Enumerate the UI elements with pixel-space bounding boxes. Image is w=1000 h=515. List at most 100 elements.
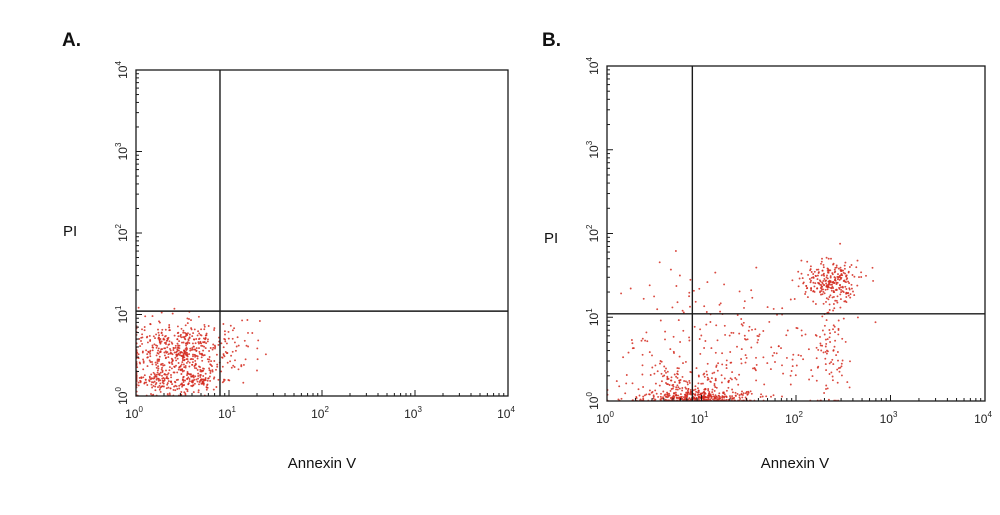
data-point <box>661 375 664 378</box>
data-point <box>213 360 216 362</box>
data-point <box>157 349 160 352</box>
data-point <box>188 342 191 345</box>
data-point <box>183 384 186 386</box>
data-point <box>672 350 675 353</box>
data-point <box>179 383 182 386</box>
data-point <box>184 324 187 327</box>
data-point <box>702 391 705 394</box>
data-point <box>832 290 835 292</box>
data-point <box>703 305 706 308</box>
data-point <box>675 375 678 378</box>
data-point <box>185 344 188 347</box>
data-point <box>188 333 191 336</box>
data-point <box>826 350 829 353</box>
data-point <box>827 269 830 272</box>
data-point <box>684 380 687 383</box>
data-point <box>638 394 641 397</box>
data-point <box>720 381 723 384</box>
data-point <box>221 365 224 368</box>
data-point <box>672 385 675 388</box>
data-point <box>823 333 826 336</box>
data-point <box>176 371 179 374</box>
data-point <box>761 395 764 398</box>
data-point <box>617 398 620 401</box>
data-point <box>704 391 706 394</box>
data-point <box>681 389 684 392</box>
data-point <box>769 368 772 371</box>
data-point <box>187 376 190 379</box>
data-point <box>184 365 187 367</box>
data-point <box>740 393 743 396</box>
data-point <box>659 362 661 365</box>
data-point <box>738 396 741 399</box>
data-point <box>824 288 827 291</box>
data-point <box>176 332 179 335</box>
data-point <box>817 268 820 271</box>
data-point <box>174 344 177 347</box>
data-point <box>150 373 153 376</box>
data-point <box>235 345 238 348</box>
data-point <box>224 333 226 336</box>
data-point <box>798 277 801 280</box>
data-point <box>201 359 204 362</box>
data-point <box>815 268 818 271</box>
x-tick-label: 101 <box>691 410 709 426</box>
data-point <box>773 351 776 354</box>
data-point <box>640 339 643 342</box>
data-point <box>703 388 706 391</box>
data-point <box>641 364 644 367</box>
data-point <box>835 299 838 302</box>
data-point <box>233 366 236 368</box>
data-point <box>207 377 210 380</box>
data-point <box>156 371 159 374</box>
data-point <box>203 323 206 326</box>
data-point <box>186 374 188 377</box>
data-point <box>785 334 788 337</box>
data-point <box>744 396 747 399</box>
data-point <box>183 369 185 372</box>
data-point <box>836 301 839 304</box>
data-point <box>694 385 697 388</box>
data-point <box>251 332 254 334</box>
data-point <box>615 380 618 383</box>
data-point <box>676 388 679 391</box>
data-point <box>706 373 709 376</box>
data-point <box>716 339 719 342</box>
data-point <box>209 379 212 382</box>
data-point <box>256 369 258 372</box>
data-point <box>837 359 839 362</box>
data-point <box>143 382 146 385</box>
data-point <box>198 337 201 340</box>
data-point <box>648 389 651 392</box>
data-point <box>677 394 680 397</box>
data-point <box>176 357 179 360</box>
data-point <box>820 260 823 263</box>
data-point <box>222 323 225 325</box>
data-point <box>840 286 842 289</box>
data-point <box>154 337 156 340</box>
data-point <box>207 360 210 363</box>
data-point <box>663 369 666 372</box>
data-point <box>744 361 747 364</box>
data-point <box>208 367 211 370</box>
data-point <box>181 357 184 360</box>
x-tick-label: 104 <box>497 405 515 421</box>
data-point <box>220 342 223 345</box>
data-point <box>850 287 853 290</box>
data-point <box>839 277 842 280</box>
data-point <box>835 354 838 357</box>
data-point <box>194 375 197 378</box>
data-point <box>681 397 684 400</box>
data-point <box>858 276 860 279</box>
data-point <box>705 370 708 373</box>
data-point <box>710 377 713 380</box>
data-point <box>160 332 163 335</box>
data-point <box>770 395 772 398</box>
data-point <box>233 327 236 330</box>
data-point <box>687 391 690 394</box>
data-point <box>212 388 215 391</box>
data-point <box>168 362 171 364</box>
data-point <box>674 250 677 252</box>
data-point <box>152 381 155 384</box>
